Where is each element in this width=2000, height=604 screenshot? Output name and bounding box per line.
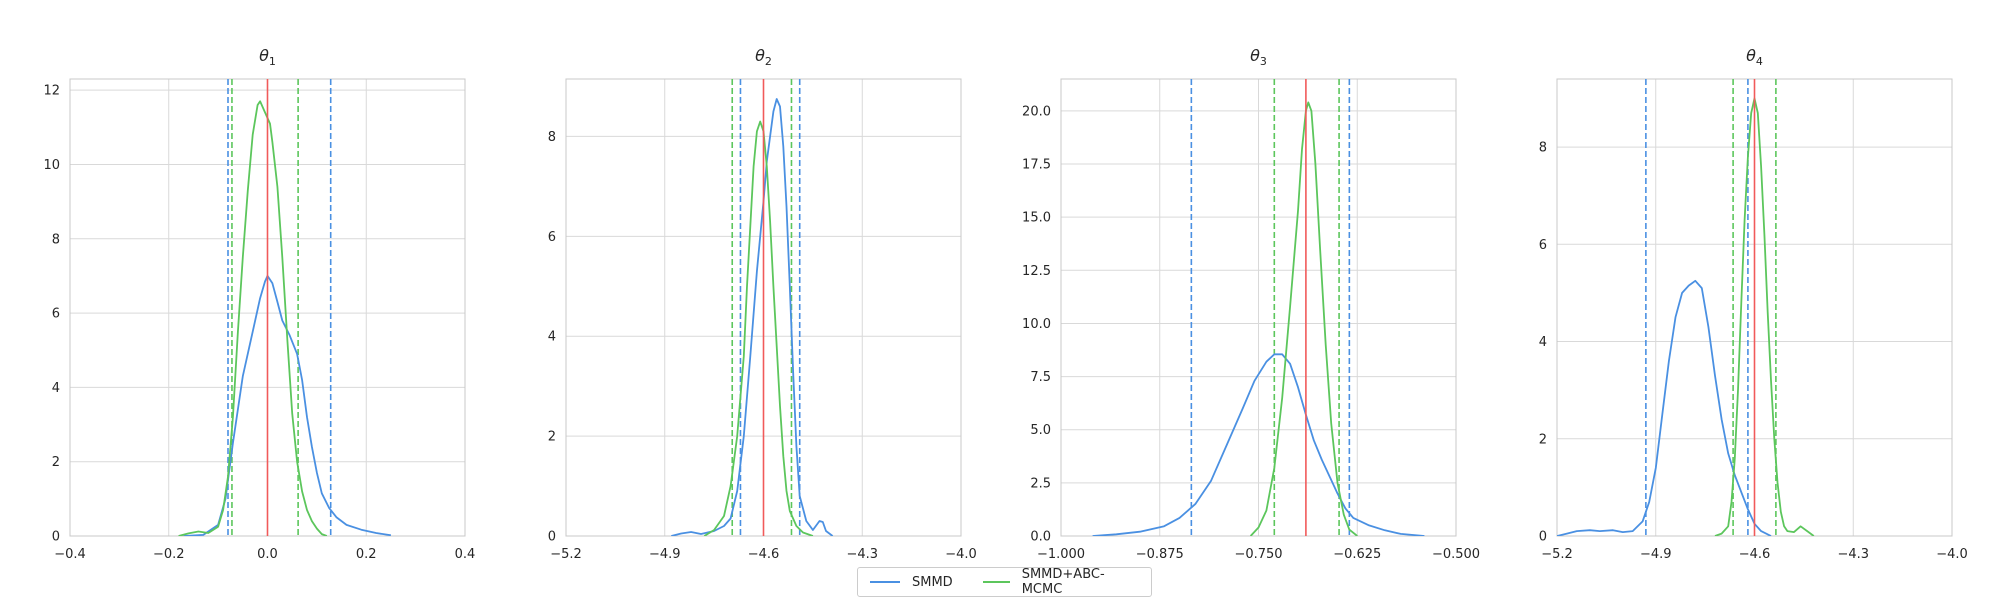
legend-swatch-smmd xyxy=(870,581,900,583)
legend-label-smmd-abc-mcmc: SMMD+ABC-MCMC xyxy=(1021,567,1105,597)
x-tick-label: −4.0 xyxy=(945,547,977,562)
panel-1: −0.4 −0.2 0.0 0.2 0.4 0 2 4 6 8 10 12 θ1 xyxy=(43,46,475,562)
x-tick-label: 0.4 xyxy=(455,547,476,562)
x-tick-label: −0.500 xyxy=(1432,547,1480,562)
x-tick-label: −0.4 xyxy=(54,547,86,562)
panel-4: −5.2 −4.9 −4.6 −4.3 −4.0 0 2 4 6 8 θ4 xyxy=(1539,46,1968,562)
x-tick-label: −0.875 xyxy=(1136,547,1184,562)
y-tick-label: 6 xyxy=(548,230,556,245)
y-tick-label: 8 xyxy=(548,130,556,145)
plot-frame xyxy=(1060,78,1457,537)
x-tick-label: −5.2 xyxy=(550,547,582,562)
y-tick-label: 2 xyxy=(1539,432,1547,447)
plot-area xyxy=(1092,79,1425,536)
legend: SMMD SMMD+ABC-MCMC xyxy=(857,567,1152,597)
y-tick-label: 8 xyxy=(1539,141,1547,156)
panel-title: θ1 xyxy=(259,46,276,68)
y-tick-label: 4 xyxy=(52,381,60,396)
density-curve-smmd-abc-mcmc xyxy=(1714,97,1815,536)
y-tick-label: 2 xyxy=(548,430,556,445)
y-tick-label: 2.5 xyxy=(1030,476,1051,491)
y-tick-label: 17.5 xyxy=(1022,158,1051,173)
x-tick-label: −0.625 xyxy=(1333,547,1381,562)
y-tick-label: 8 xyxy=(52,232,60,247)
legend-swatch-smmd-abc-mcmc xyxy=(982,581,1010,583)
x-tick-label: −4.3 xyxy=(1837,547,1869,562)
y-tick-label: 15.0 xyxy=(1022,211,1051,226)
y-tick-label: 0.0 xyxy=(1030,530,1051,545)
y-tick-label: 4 xyxy=(548,330,556,345)
panel-title: θ2 xyxy=(755,46,772,68)
x-tick-label: −4.6 xyxy=(748,547,780,562)
legend-label-smmd: SMMD xyxy=(912,574,953,590)
density-curve-smmd-abc-mcmc xyxy=(703,120,814,536)
plot-area xyxy=(671,79,834,536)
y-tick-label: 7.5 xyxy=(1030,370,1051,385)
panel-title: θ3 xyxy=(1250,46,1267,68)
density-curve-smmd-abc-mcmc xyxy=(1249,101,1358,536)
y-tick-label: 0 xyxy=(548,530,556,545)
x-tick-label: −5.2 xyxy=(1541,547,1573,562)
panel-2: −5.2 −4.9 −4.6 −4.3 −4.0 0 2 4 6 8 θ2 xyxy=(548,46,977,562)
x-tick-label: −4.3 xyxy=(846,547,878,562)
y-tick-label: 2 xyxy=(52,455,60,470)
x-tick-label: −0.750 xyxy=(1234,547,1282,562)
x-tick-label: −4.0 xyxy=(1936,547,1968,562)
y-tick-label: 0 xyxy=(1539,530,1547,545)
density-curve-smmd xyxy=(1557,279,1772,536)
y-tick-label: 5.0 xyxy=(1030,423,1051,438)
density-curve-smmd-abc-mcmc xyxy=(178,100,328,536)
y-tick-label: 6 xyxy=(1539,238,1547,253)
y-tick-label: 0 xyxy=(52,530,60,545)
y-tick-label: 6 xyxy=(52,307,60,322)
y-tick-label: 12 xyxy=(43,84,60,99)
density-curve-smmd xyxy=(183,275,392,536)
y-tick-label: 12.5 xyxy=(1022,264,1051,279)
legend-item-smmd-abc-mcmc: SMMD+ABC-MCMC xyxy=(982,567,1133,597)
x-tick-label: −0.2 xyxy=(153,547,185,562)
x-tick-label: −4.9 xyxy=(1640,547,1672,562)
plot-area xyxy=(1557,79,1815,536)
panel-3: −1.000 −0.875 −0.750 −0.625 −0.500 0.0 2.5 5.0 7… xyxy=(1022,46,1480,562)
y-tick-label: 4 xyxy=(1539,335,1547,350)
y-tick-label: 10.0 xyxy=(1022,317,1051,332)
density-curve-smmd xyxy=(671,98,834,536)
x-tick-label: 0.2 xyxy=(356,547,377,562)
plot-area xyxy=(178,79,392,536)
x-tick-label: 0.0 xyxy=(257,547,278,562)
x-tick-label: −4.9 xyxy=(649,547,681,562)
panel-title: θ4 xyxy=(1746,46,1763,68)
x-tick-label: −1.000 xyxy=(1037,547,1085,562)
x-tick-label: −4.6 xyxy=(1739,547,1771,562)
y-tick-label: 10 xyxy=(43,158,60,173)
legend-item-smmd: SMMD xyxy=(870,575,953,590)
y-tick-label: 20.0 xyxy=(1022,104,1051,119)
